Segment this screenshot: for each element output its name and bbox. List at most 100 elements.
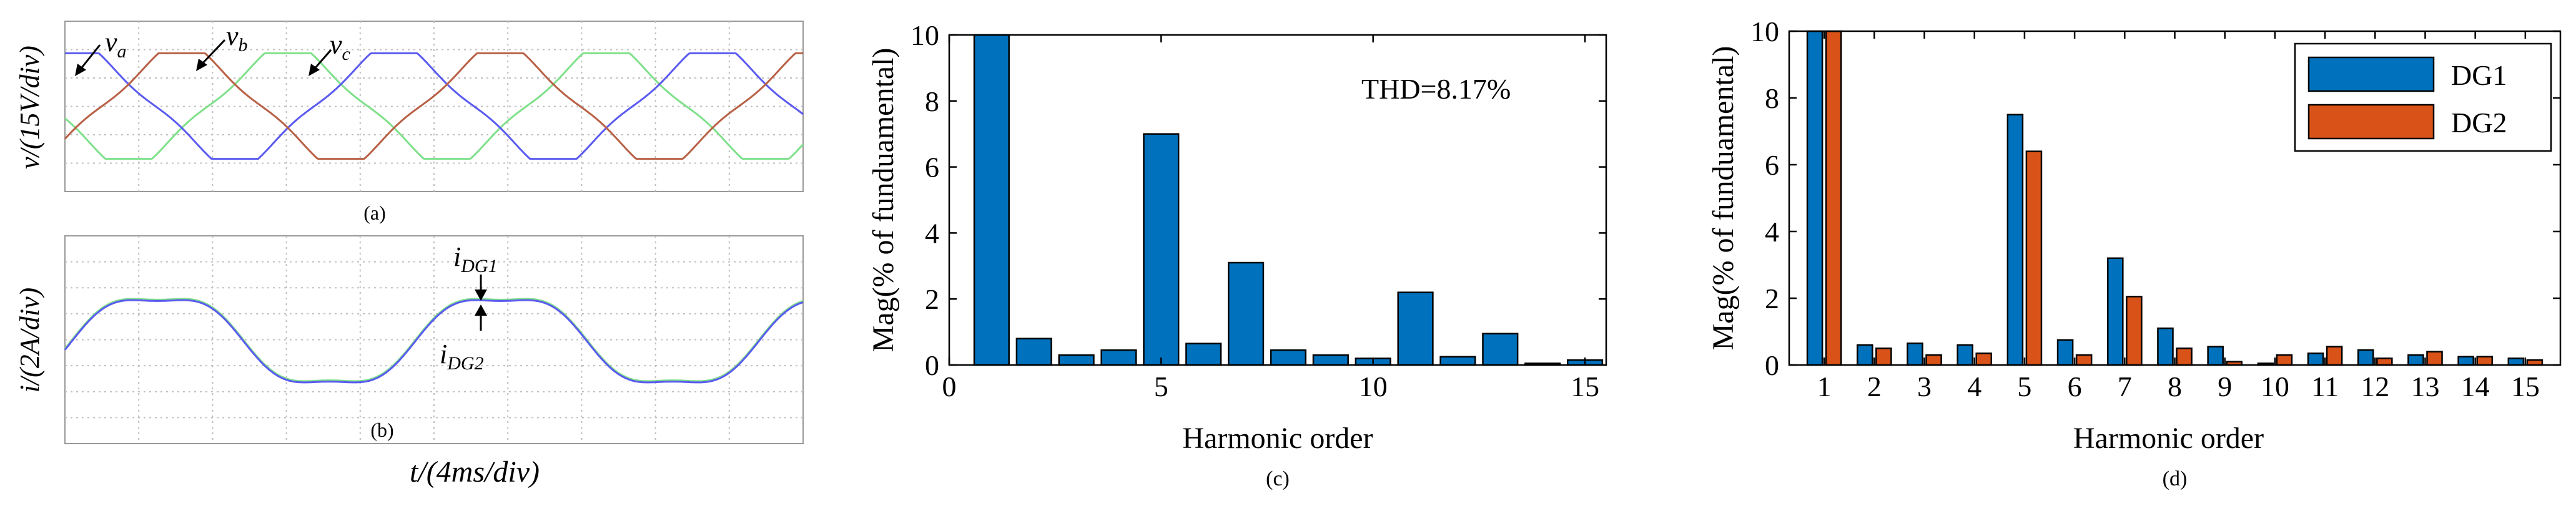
- wave-vc: [64, 52, 803, 160]
- dg2-bar-4: [1975, 353, 1993, 366]
- bar-h7: [1228, 261, 1265, 366]
- idg2-label: iDG2: [440, 339, 484, 374]
- x-tick-label: 15: [2511, 371, 2540, 402]
- dg2-bar-10: [2276, 354, 2293, 366]
- vb-arrow: [200, 39, 226, 66]
- scope-b-ylabel: i/(2A/div): [14, 288, 45, 393]
- y-tick-label: 0: [925, 349, 939, 381]
- scope-b-frame: [64, 235, 804, 444]
- x-tick-label: 9: [2218, 371, 2232, 402]
- bar-h2: [1015, 338, 1052, 366]
- dg1-bar-6: [2056, 339, 2074, 366]
- chart-c-caption: (c): [1266, 467, 1290, 490]
- x-tick-label: 4: [1967, 371, 1981, 402]
- dg2-bar-2: [1875, 348, 1892, 366]
- x-tick-label: 12: [2361, 371, 2389, 402]
- dg2-bar-12: [2376, 358, 2393, 366]
- dg2-bar-13: [2426, 351, 2443, 366]
- x-tick-label: 6: [2068, 371, 2082, 402]
- dg2-bar-3: [1925, 354, 1942, 366]
- chart-c-ylabel: Mag(% of funduamental): [867, 48, 900, 353]
- idg2-annotation: iDG2: [440, 304, 487, 374]
- wave-vb: [65, 52, 804, 160]
- legend-swatch-dg1: [2307, 56, 2435, 92]
- y-tick-label: 4: [925, 217, 939, 249]
- idg1-label: iDG1: [453, 241, 498, 276]
- scope-b-grid: [65, 236, 803, 444]
- x-tick-label: 5: [2017, 371, 2031, 402]
- y-tick-label: 8: [925, 85, 939, 117]
- scope-xlabel: t/(4ms/div): [410, 455, 540, 489]
- x-tick-label: 8: [2168, 371, 2182, 402]
- bar-h9: [1312, 354, 1349, 366]
- dg1-bar-15: [2507, 358, 2525, 366]
- chart-d-legend: DG1 DG2: [2294, 42, 2552, 152]
- scope-a: v/(15V/div) va vb vc (a): [14, 21, 804, 224]
- x-tick-label: 15: [1571, 371, 1599, 402]
- y-tick-label: 4: [1765, 216, 1779, 248]
- y-tick-label: 8: [1765, 82, 1779, 114]
- vc-label: vc: [330, 29, 350, 64]
- x-tick-label: 3: [1917, 371, 1932, 402]
- bar-h4: [1100, 349, 1137, 366]
- idg1-arrowhead: [475, 289, 487, 301]
- x-tick-label: 5: [1154, 371, 1168, 402]
- dg2-bar-5: [2025, 150, 2043, 366]
- y-tick-label: 10: [910, 19, 939, 51]
- dg1-bar-2: [1857, 344, 1873, 366]
- vc-annotation: vc: [308, 29, 350, 76]
- chart-c-xlabel: Harmonic order: [1182, 422, 1373, 455]
- vb-label: vb: [226, 21, 248, 56]
- va-arrow: [79, 44, 101, 71]
- scope-a-grid: [65, 21, 803, 192]
- vb-arrowhead: [196, 59, 207, 71]
- chart-d-ylabel: Mag(% of funduamental): [1707, 46, 1740, 351]
- y-tick-label: 0: [1765, 349, 1779, 381]
- dg1-bar-5: [2006, 114, 2024, 366]
- vc-arrow: [312, 49, 332, 71]
- dg1-bar-14: [2457, 356, 2474, 366]
- dg1-bar-13: [2407, 354, 2424, 366]
- y-tick-label: 2: [925, 283, 939, 315]
- va-annotation: va: [75, 27, 127, 76]
- wave-va: [64, 52, 804, 160]
- vc-arrowhead: [308, 64, 320, 76]
- idg2-arrowhead: [475, 304, 487, 316]
- x-tick-label: 2: [1867, 371, 1882, 402]
- dg1-bar-12: [2357, 349, 2374, 366]
- dg2-bar-7: [2126, 296, 2143, 366]
- y-tick-label: 10: [1750, 16, 1779, 47]
- y-tick-label: 6: [925, 152, 939, 183]
- bar-h3: [1058, 354, 1095, 366]
- x-tick-label: 13: [2411, 371, 2439, 402]
- va-arrowhead: [75, 64, 86, 76]
- chart-c: THD=8.17% 0 2 4 6 8 10 0 5 10 15 Harmonic order Mag…: [867, 19, 1607, 490]
- bar-h8: [1270, 349, 1307, 366]
- bar-h13: [1482, 333, 1519, 366]
- y-tick-label: 6: [1765, 149, 1779, 181]
- bar-h1: [973, 34, 1010, 366]
- scope-b: i/(2A/div) iDG1 iDG2 (b): [14, 235, 804, 444]
- dg2-bar-11: [2326, 346, 2343, 366]
- dg1-bar-11: [2307, 353, 2324, 366]
- idg1-annotation: iDG1: [453, 241, 498, 301]
- dg1-bar-7: [2106, 257, 2124, 366]
- x-tick-label: 0: [942, 371, 957, 402]
- x-tick-label: 10: [1359, 371, 1388, 402]
- chart-c-axes-box: [948, 34, 1607, 366]
- x-tick-label: 7: [2118, 371, 2132, 402]
- dg2-bar-1: [1825, 30, 1842, 366]
- legend-label-dg1: DG1: [2451, 59, 2507, 91]
- scope-a-ylabel: v/(15V/div): [14, 46, 45, 169]
- dg2-bar-8: [2176, 348, 2193, 366]
- va-label: va: [105, 27, 127, 62]
- dg2-bar-14: [2476, 356, 2493, 366]
- chart-c-annotation: THD=8.17%: [1361, 73, 1511, 105]
- dg1-bar-1: [1806, 30, 1823, 366]
- dg1-bar-4: [1957, 344, 1973, 366]
- dg1-bar-8: [2157, 327, 2174, 366]
- y-tick-label: 2: [1765, 283, 1779, 314]
- scope-b-caption: (b): [370, 419, 393, 441]
